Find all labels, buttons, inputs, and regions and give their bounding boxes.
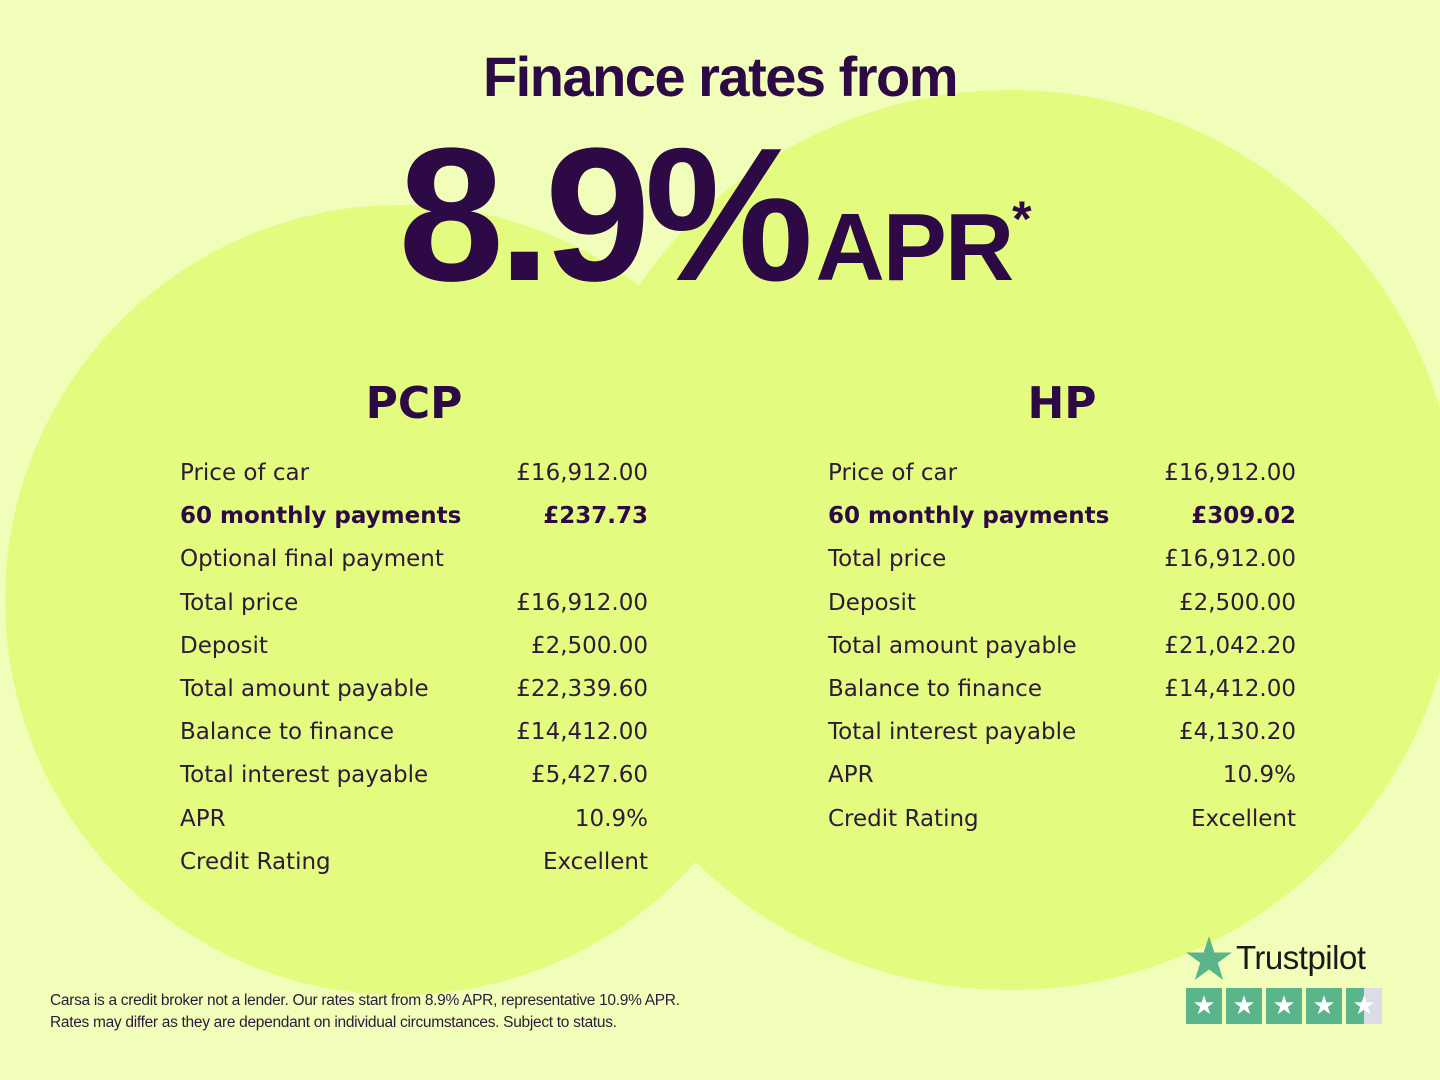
row-value: £4,130.20: [1178, 719, 1296, 746]
pcp-table: PCP Price of car £16,912.00 60 monthly pay…: [180, 378, 648, 890]
row-label: Credit Rating: [180, 848, 331, 875]
trustpilot-name: Trustpilot: [1236, 939, 1366, 976]
headline-rate: 8.9% APR *: [0, 120, 1440, 310]
table-row: APR 10.9%: [180, 804, 648, 847]
row-value: £16,912.00: [516, 589, 648, 616]
asterisk: *: [1012, 191, 1032, 247]
table-row: Credit Rating Excellent: [180, 847, 648, 890]
rating-star-icon: ★: [1306, 988, 1342, 1024]
row-value: £21,042.20: [1164, 632, 1296, 659]
table-row: 60 monthly payments £309.02: [828, 501, 1296, 544]
row-value: Excellent: [542, 848, 648, 875]
table-row: Total amount payable £22,339.60: [180, 674, 648, 717]
decorative-circle-right: [560, 90, 1440, 990]
trustpilot-star-icon: [1186, 936, 1232, 980]
row-value: £309.02: [1191, 503, 1296, 530]
hp-table: HP Price of car £16,912.00 60 monthly paym…: [828, 378, 1296, 847]
table-row: Credit Rating Excellent: [828, 804, 1296, 847]
row-label: Total interest payable: [180, 762, 429, 789]
disclaimer-line-1: Carsa is a credit broker not a lender. O…: [50, 992, 680, 1009]
row-value: £22,339.60: [516, 675, 648, 702]
rating-star-icon: ★: [1226, 988, 1262, 1024]
row-value: £5,427.60: [530, 762, 648, 789]
row-label: Total price: [828, 546, 947, 573]
row-label: Balance to finance: [180, 719, 394, 746]
apr-label: APR: [815, 194, 1014, 301]
table-row: Total interest payable £4,130.20: [828, 717, 1296, 760]
row-label: Price of car: [180, 460, 310, 486]
table-row: Total amount payable £21,042.20: [828, 631, 1296, 674]
trustpilot-badge: Trustpilot ★ ★ ★ ★ ★: [1186, 936, 1382, 1024]
table-row: Total price £16,912.00: [828, 544, 1296, 587]
table-row: Price of car £16,912.00: [180, 458, 648, 501]
row-value: Excellent: [1190, 805, 1296, 832]
table-row: APR 10.9%: [828, 760, 1296, 803]
disclaimer: Carsa is a credit broker not a lender. O…: [50, 990, 680, 1034]
trustpilot-rating: ★ ★ ★ ★ ★: [1186, 988, 1382, 1024]
row-value: £16,912.00: [516, 460, 648, 486]
rating-star-icon: ★: [1186, 988, 1222, 1024]
row-label: Total price: [180, 589, 299, 616]
pcp-title: PCP: [365, 378, 463, 429]
row-label: Total interest payable: [828, 719, 1077, 746]
row-value: £16,912.00: [1164, 546, 1296, 573]
row-value: £237.73: [543, 503, 648, 530]
rating-star-icon: ★: [1346, 988, 1382, 1024]
row-label: 60 monthly payments: [180, 503, 462, 530]
row-label: Optional final payment: [180, 546, 444, 573]
row-label: Credit Rating: [828, 805, 979, 832]
row-label: Deposit: [180, 632, 268, 659]
rate-value: 8.9%: [398, 109, 813, 321]
row-label: Total amount payable: [180, 675, 429, 702]
row-label: 60 monthly payments: [828, 503, 1110, 530]
row-value: £14,412.00: [516, 719, 648, 746]
row-label: Balance to finance: [828, 675, 1042, 702]
table-row: Deposit £2,500.00: [828, 588, 1296, 631]
table-row: Balance to finance £14,412.00: [828, 674, 1296, 717]
table-row: Total interest payable £5,427.60: [180, 760, 648, 803]
row-value: £16,912.00: [1164, 460, 1296, 486]
row-value: £14,412.00: [1164, 675, 1296, 702]
row-label: Deposit: [828, 589, 916, 616]
hp-title: HP: [1027, 378, 1097, 429]
headline-intro: Finance rates from: [482, 45, 959, 108]
table-row: 60 monthly payments £237.73: [180, 501, 648, 544]
row-label: Total amount payable: [828, 632, 1077, 659]
table-row: Total price £16,912.00: [180, 588, 648, 631]
row-label: Price of car: [828, 460, 958, 486]
row-label: APR: [180, 805, 226, 832]
rating-star-icon: ★: [1266, 988, 1302, 1024]
row-value: 10.9%: [574, 805, 648, 832]
table-row: Balance to finance £14,412.00: [180, 717, 648, 760]
row-value: £2,500.00: [530, 632, 648, 659]
row-label: APR: [828, 762, 874, 789]
disclaimer-line-2: Rates may differ as they are dependant o…: [50, 1014, 617, 1031]
table-row: Deposit £2,500.00: [180, 631, 648, 674]
row-value: 10.9%: [1222, 762, 1296, 789]
row-value: £2,500.00: [1178, 589, 1296, 616]
table-row: Price of car £16,912.00: [828, 458, 1296, 501]
table-row: Optional final payment: [180, 544, 648, 587]
